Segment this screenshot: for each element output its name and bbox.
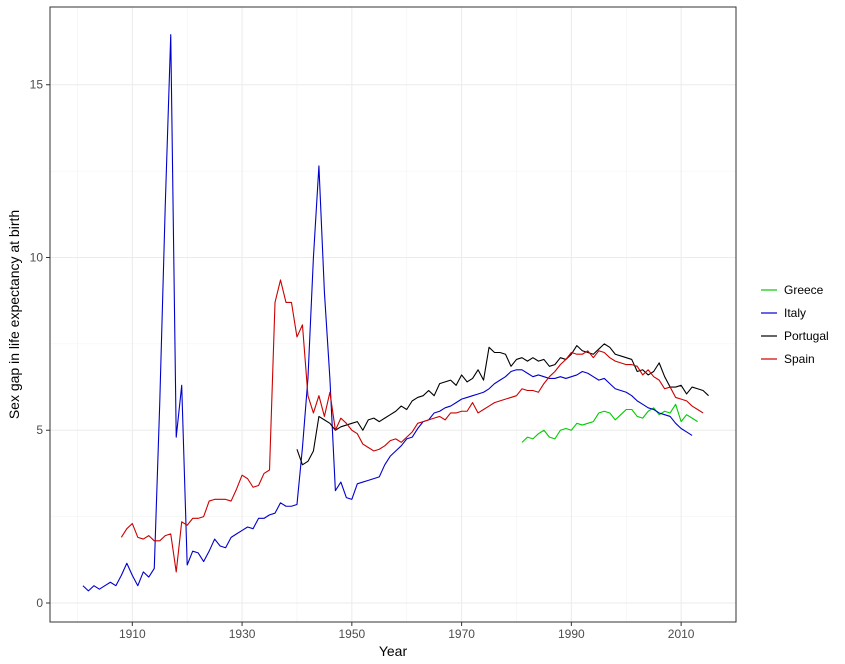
y-axis: 0 5 10 15 — [30, 78, 50, 610]
series-line-italy — [82, 34, 693, 592]
legend-label-portugal: Portugal — [784, 329, 829, 343]
legend-label-italy: Italy — [784, 306, 806, 320]
legend: Greece Italy Portugal Spain — [761, 283, 829, 366]
series-line-greece — [521, 403, 698, 443]
series-lines — [82, 34, 709, 592]
y-axis-title: Sex gap in life expectancy at birth — [6, 210, 22, 419]
x-tick-label: 1990 — [558, 627, 585, 641]
x-tick-label: 1930 — [229, 627, 256, 641]
x-axis: 1910 1930 1950 1970 1990 2010 — [119, 622, 695, 641]
x-tick-label: 1910 — [119, 627, 146, 641]
y-tick-label: 0 — [36, 596, 43, 610]
x-tick-label: 2010 — [668, 627, 695, 641]
x-axis-title: Year — [379, 643, 408, 659]
legend-label-greece: Greece — [784, 283, 824, 297]
y-tick-label: 5 — [36, 423, 43, 437]
legend-label-spain: Spain — [784, 352, 815, 366]
panel-border — [49, 6, 737, 623]
series-line-spain — [120, 279, 704, 573]
x-tick-label: 1950 — [338, 627, 365, 641]
grid-lines — [50, 7, 737, 622]
y-tick-label: 15 — [30, 78, 44, 92]
x-tick-label: 1970 — [448, 627, 475, 641]
y-tick-label: 10 — [30, 250, 44, 264]
